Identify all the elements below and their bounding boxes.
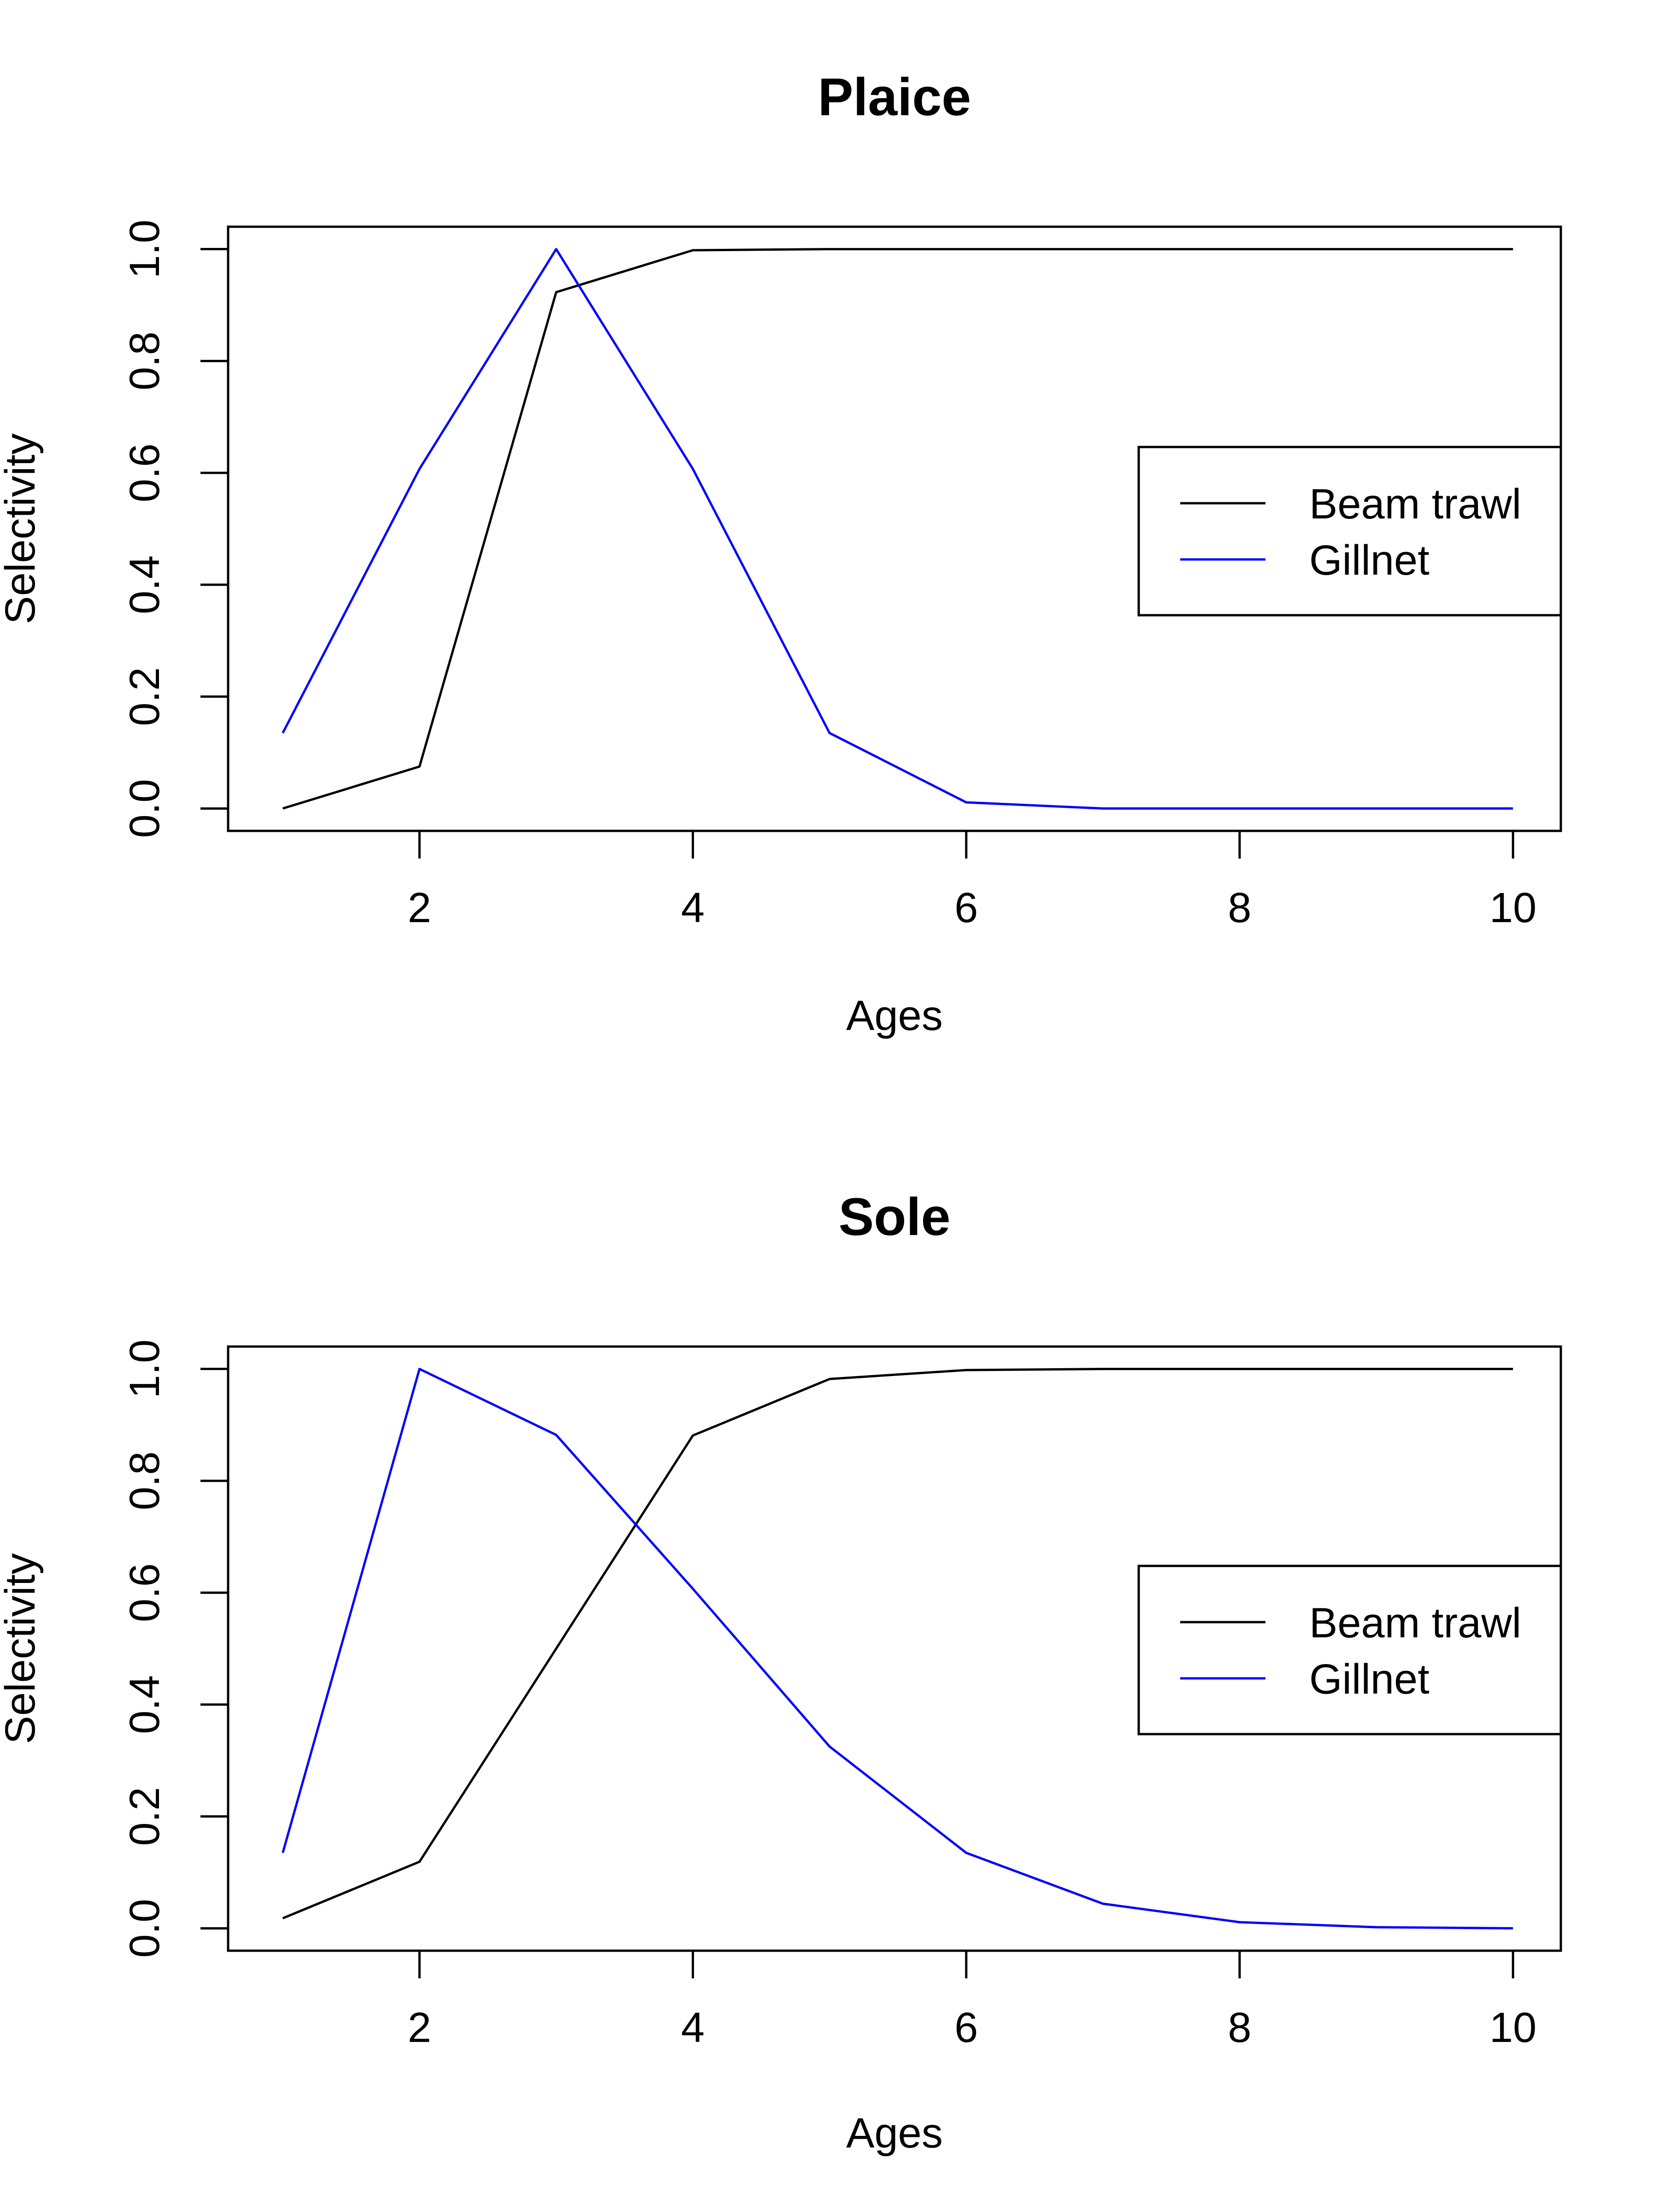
chart1-y-axis-label: Selectivity [0, 433, 44, 624]
chart1-legend-box [1137, 446, 1562, 617]
chart2-y-tick-label: 1.0 [121, 1340, 168, 1399]
chart2-x-tick-label: 2 [408, 2004, 431, 2051]
chart1-y-tick-label: 1.0 [121, 220, 168, 279]
chart2-y-tick-label: 0.8 [121, 1451, 168, 1510]
chart1-legend-label-beam-trawl: Beam trawl [1309, 481, 1521, 528]
chart2-y-tick-label: 0.2 [121, 1787, 168, 1846]
chart2-x-axis-label: Ages [846, 2110, 943, 2157]
chart1-legend: Beam trawl Gillnet [1137, 446, 1562, 617]
chart2-x-tick-label: 4 [681, 2004, 705, 2051]
chart2-series-gillnet-line [282, 1368, 1513, 1930]
chart1-x-axis-label: Ages [846, 992, 943, 1039]
chart2-panel: Sole 2 4 6 8 10 0.0 0.2 0.4 0.6 0.8 1.0 Ages Selectiv… [0, 1188, 1562, 2157]
chart2-y-tick-label: 0.4 [121, 1675, 168, 1734]
chart1-y-tick-label: 0.4 [121, 555, 168, 614]
chart2-y-tick-label: 0.6 [121, 1563, 168, 1622]
chart2-title: Sole [839, 1188, 951, 1247]
chart2-x-tick-label: 10 [1489, 2004, 1536, 2051]
chart2-x-tick-label: 8 [1228, 2004, 1251, 2051]
chart1-legend-label-gillnet: Gillnet [1309, 537, 1430, 584]
chart1-y-tick-label: 0.0 [121, 779, 168, 838]
chart2-legend-label-beam-trawl: Beam trawl [1309, 1600, 1521, 1647]
chart2-x-tick-label: 6 [954, 2004, 978, 2051]
chart1-y-tick-label: 0.6 [121, 443, 168, 502]
chart2-y-tick-label: 0.0 [121, 1899, 168, 1958]
chart1-x-tick-label: 8 [1228, 884, 1251, 931]
chart1-series-beam-trawl-line [282, 248, 1513, 810]
chart1-x-tick-label: 4 [681, 884, 705, 931]
chart1-y-tick-label: 0.8 [121, 331, 168, 390]
chart2-legend-box [1137, 1565, 1562, 1735]
chart1-panel: Plaice 2 4 6 8 10 0.0 0.2 0.4 0.6 0.8 1.0 Ages Select… [0, 68, 1562, 1039]
chart2-legend-label-gillnet: Gillnet [1309, 1656, 1430, 1703]
chart1-series-gillnet-line [282, 248, 1513, 810]
chart1-x-tick-label: 2 [408, 884, 431, 931]
chart1-title: Plaice [818, 68, 971, 127]
chart2-series-beam-trawl-line [282, 1368, 1513, 1919]
chart1-x-tick-label: 6 [954, 884, 978, 931]
chart2-y-axis-label: Selectivity [0, 1553, 44, 1744]
chart1-y-tick-label: 0.2 [121, 667, 168, 726]
chart1-x-tick-label: 10 [1489, 884, 1536, 931]
chart2-legend: Beam trawl Gillnet [1137, 1565, 1562, 1735]
